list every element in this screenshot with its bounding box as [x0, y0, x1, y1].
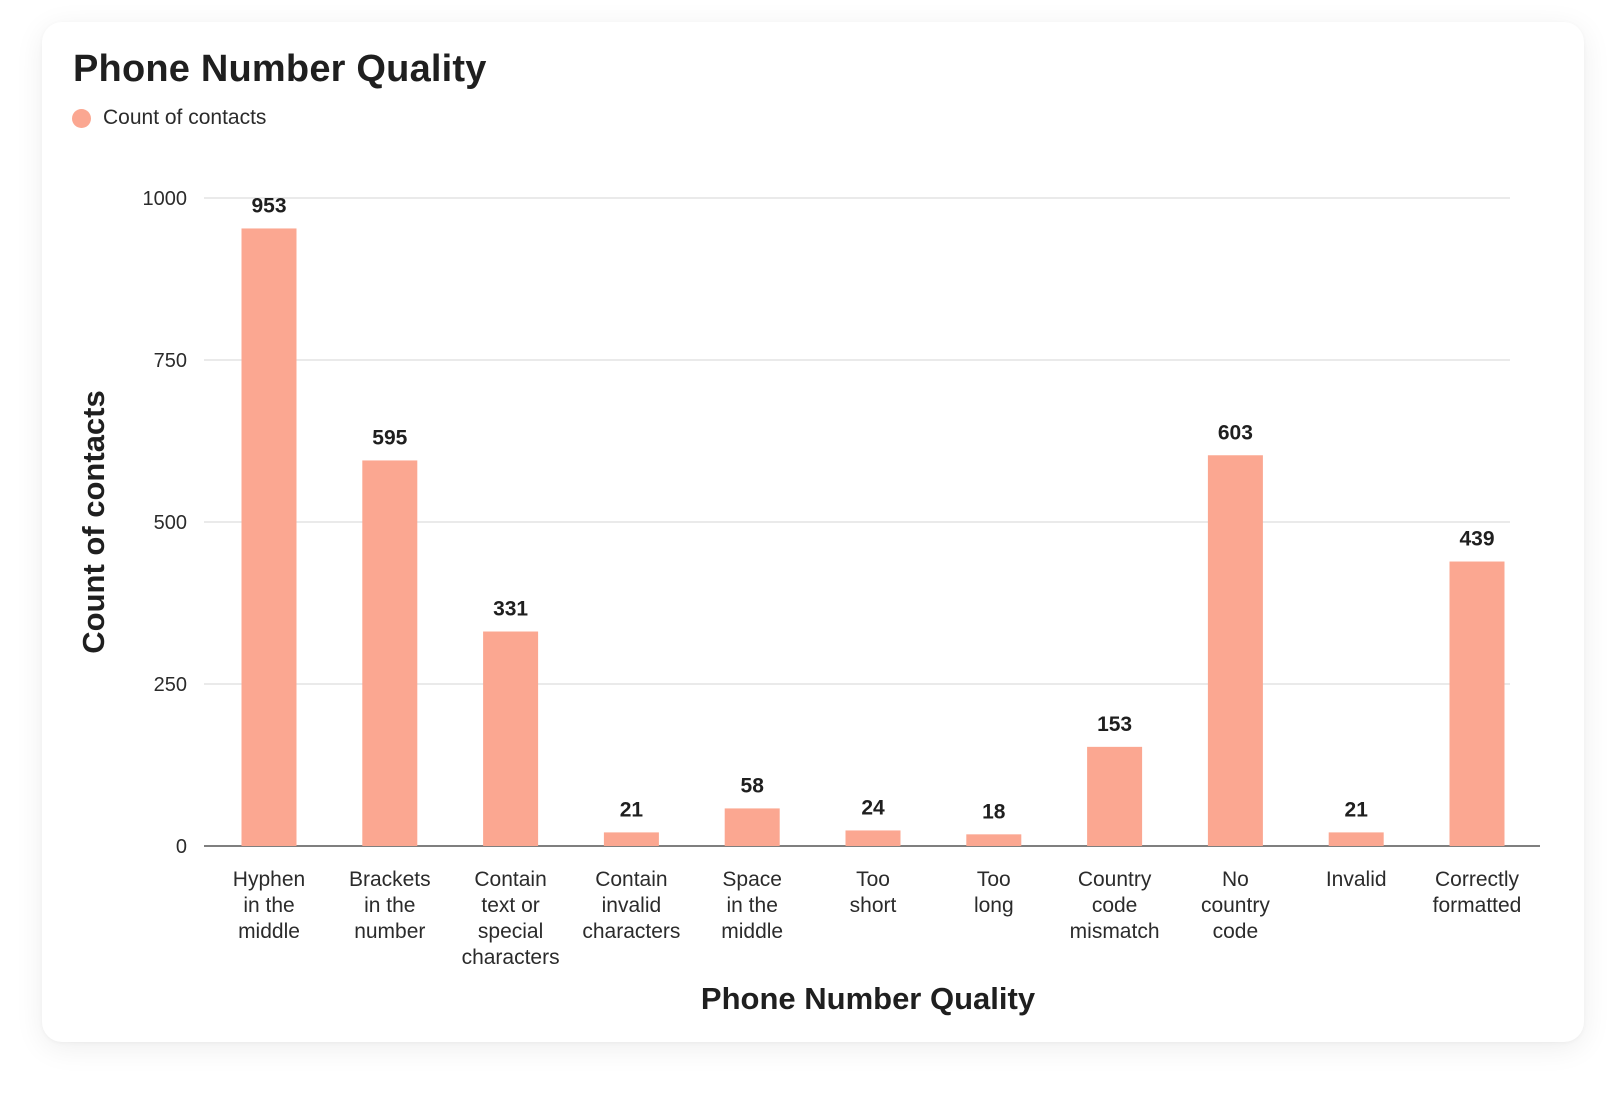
data-label: 331 — [493, 598, 528, 621]
x-tick-label-line: Too — [856, 868, 890, 891]
x-tick-label-line: No — [1222, 868, 1249, 891]
chart-card — [42, 22, 1584, 1042]
x-tick-label-line: mismatch — [1070, 920, 1160, 943]
bar — [966, 834, 1022, 846]
x-tick-label-line: characters — [582, 920, 680, 943]
data-label: 21 — [1345, 798, 1369, 821]
x-tick-label-line: formatted — [1433, 894, 1522, 917]
bar — [241, 228, 297, 846]
x-tick-label-line: Hyphen — [233, 868, 305, 891]
bar — [603, 832, 659, 846]
x-tick-label: Contain invalid characters — [582, 868, 680, 943]
x-tick-label-line: Contain — [595, 868, 667, 891]
x-tick-label: Too long — [974, 868, 1014, 917]
y-tick-label: 0 — [176, 836, 187, 858]
data-label: 153 — [1097, 713, 1132, 736]
bar — [1449, 561, 1505, 846]
legend: Count of contacts — [72, 106, 266, 130]
x-tick-label: Correctly formatted — [1433, 868, 1522, 917]
data-label: 58 — [741, 774, 765, 797]
x-tick-label-line: Contain — [474, 868, 546, 891]
x-tick-label: Brackets in the number — [349, 868, 431, 943]
bar — [1087, 746, 1143, 846]
x-tick-label: Hyphen in the middle — [233, 868, 305, 943]
x-tick-label-line: in the — [364, 894, 415, 917]
y-tick-label: 500 — [154, 512, 187, 534]
bar — [845, 830, 901, 846]
x-tick-label: Space in the middle — [721, 868, 783, 943]
y-tick-label: 1000 — [143, 188, 188, 210]
x-tick-label-line: middle — [721, 920, 783, 943]
x-tick-label-line: country — [1201, 894, 1270, 917]
x-tick-label-line: Invalid — [1326, 868, 1387, 891]
x-tick-label: Contain text or special characters — [462, 868, 560, 969]
legend-swatch — [72, 108, 91, 128]
x-tick-label: No country code — [1201, 868, 1270, 943]
data-label: 21 — [620, 798, 644, 821]
data-label: 595 — [372, 426, 407, 449]
x-tick-label-line: short — [850, 894, 897, 917]
x-tick-label-line: code — [1213, 920, 1259, 943]
bar — [362, 460, 418, 846]
x-tick-label-line: special — [478, 920, 543, 943]
x-tick-label-line: number — [354, 920, 425, 943]
x-tick-label: Too short — [850, 868, 897, 917]
x-tick-label: Country code mismatch — [1070, 868, 1160, 943]
x-tick-label: Invalid — [1326, 868, 1387, 891]
x-tick-label-line: Correctly — [1435, 868, 1520, 891]
x-tick-label-line: Country — [1078, 868, 1152, 891]
x-tick-label-line: in the — [727, 894, 778, 917]
bar — [724, 808, 780, 846]
x-tick-label-line: long — [974, 894, 1014, 917]
x-tick-label-line: Too — [977, 868, 1011, 891]
y-tick-label: 750 — [154, 350, 187, 372]
bar — [483, 631, 539, 846]
data-label: 953 — [251, 194, 286, 217]
x-tick-label-line: text or — [481, 894, 539, 917]
x-tick-label-line: code — [1092, 894, 1138, 917]
x-tick-label-line: Space — [722, 868, 782, 891]
data-label: 24 — [861, 796, 885, 819]
data-label: 439 — [1459, 528, 1494, 551]
x-axis-title: Phone Number Quality — [701, 981, 1036, 1016]
y-tick-label: 250 — [154, 674, 187, 696]
legend-label: Count of contacts — [103, 106, 267, 129]
chart-title: Phone Number Quality — [73, 48, 487, 90]
data-label: 603 — [1218, 421, 1253, 444]
x-tick-label-line: middle — [238, 920, 300, 943]
y-axis-title: Count of contacts — [76, 390, 111, 654]
bar — [1328, 832, 1384, 846]
data-label: 18 — [982, 800, 1006, 823]
x-tick-label-line: Brackets — [349, 868, 431, 891]
bar — [1207, 455, 1263, 846]
x-tick-label-line: in the — [243, 894, 294, 917]
x-tick-label-line: characters — [462, 946, 560, 969]
x-tick-label-line: invalid — [602, 894, 662, 917]
